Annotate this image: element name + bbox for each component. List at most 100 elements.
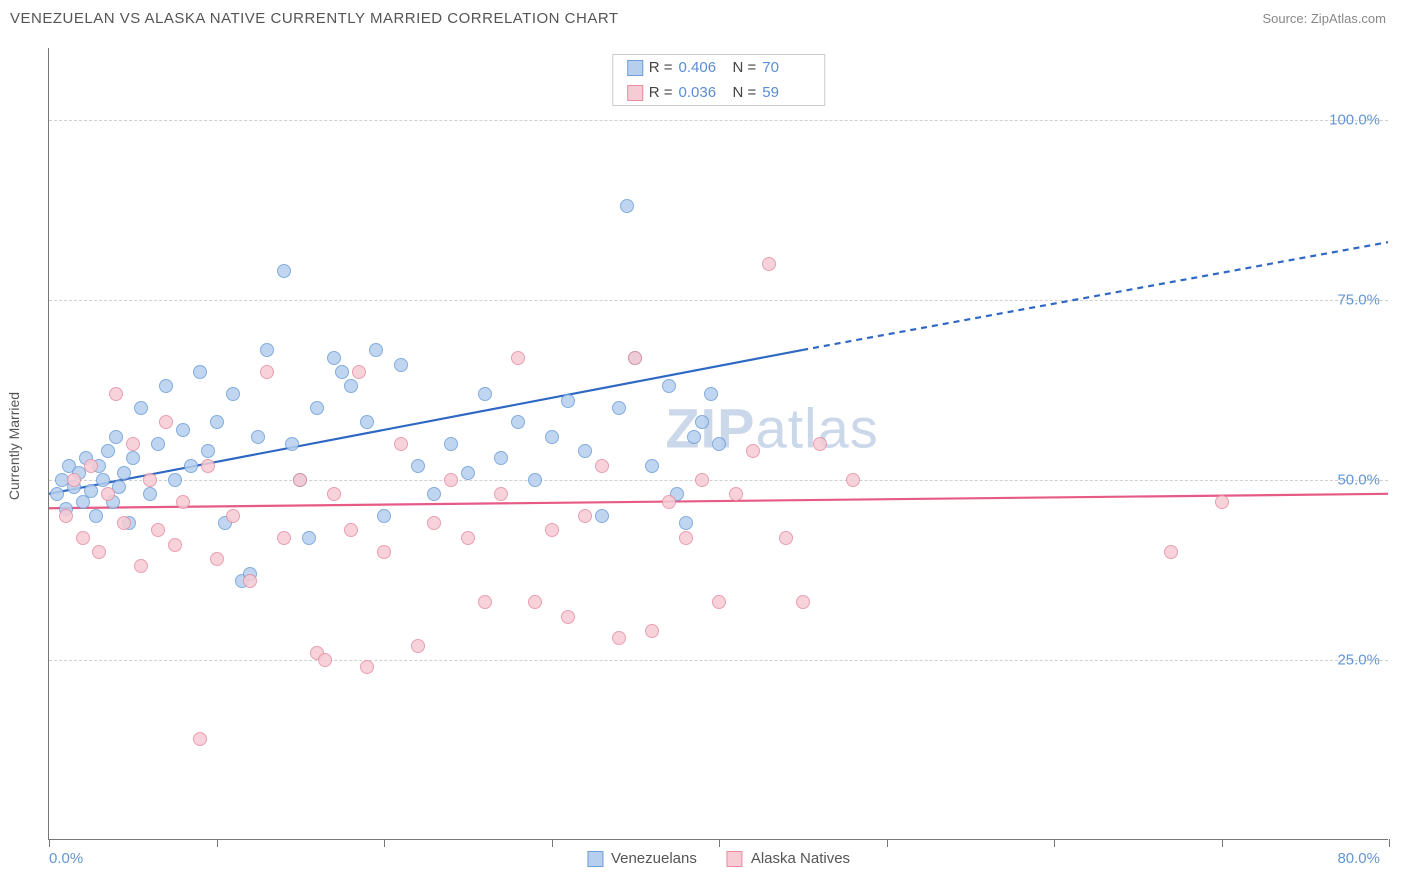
data-point xyxy=(260,343,274,357)
data-point xyxy=(92,545,106,559)
data-point xyxy=(327,351,341,365)
data-point xyxy=(695,415,709,429)
source-attribution: Source: ZipAtlas.com xyxy=(1262,11,1386,26)
data-point xyxy=(369,343,383,357)
data-point xyxy=(96,473,110,487)
data-point xyxy=(511,351,525,365)
data-point xyxy=(143,487,157,501)
data-point xyxy=(411,639,425,653)
data-point xyxy=(176,495,190,509)
data-point xyxy=(210,415,224,429)
data-point xyxy=(478,387,492,401)
r-label: R = xyxy=(649,84,673,101)
legend-series-label: Alaska Natives xyxy=(751,850,850,867)
data-point xyxy=(394,358,408,372)
legend-swatch xyxy=(627,85,643,101)
data-point xyxy=(712,437,726,451)
x-axis-max-label: 80.0% xyxy=(1337,850,1380,867)
data-point xyxy=(444,473,458,487)
data-point xyxy=(251,430,265,444)
y-tick-label: 100.0% xyxy=(1329,112,1380,129)
x-tick-mark xyxy=(1222,839,1223,847)
data-point xyxy=(612,631,626,645)
data-point xyxy=(427,516,441,530)
data-point xyxy=(117,466,131,480)
y-axis-label: Currently Married xyxy=(6,392,22,500)
data-point xyxy=(578,444,592,458)
data-point xyxy=(318,653,332,667)
data-point xyxy=(695,473,709,487)
data-point xyxy=(645,459,659,473)
data-point xyxy=(168,538,182,552)
data-point xyxy=(285,437,299,451)
data-point xyxy=(779,531,793,545)
chart-plot-area: ZIPatlas R =0.406N =70R =0.036N =59 Vene… xyxy=(48,48,1388,840)
data-point xyxy=(126,437,140,451)
x-tick-mark xyxy=(1389,839,1390,847)
data-point xyxy=(411,459,425,473)
data-point xyxy=(511,415,525,429)
y-tick-label: 25.0% xyxy=(1337,652,1380,669)
gridline xyxy=(49,300,1388,301)
legend-series-item: Venezuelans xyxy=(587,850,697,867)
series-legend: Venezuelans Alaska Natives xyxy=(587,850,850,867)
data-point xyxy=(134,559,148,573)
data-point xyxy=(89,509,103,523)
x-tick-mark xyxy=(384,839,385,847)
data-point xyxy=(561,610,575,624)
n-value: 70 xyxy=(762,59,810,76)
x-tick-mark xyxy=(887,839,888,847)
legend-swatch xyxy=(627,60,643,76)
data-point xyxy=(243,574,257,588)
x-tick-mark xyxy=(217,839,218,847)
data-point xyxy=(762,257,776,271)
data-point xyxy=(168,473,182,487)
y-tick-label: 50.0% xyxy=(1337,472,1380,489)
data-point xyxy=(101,444,115,458)
legend-series-label: Venezuelans xyxy=(611,850,697,867)
trendline-solid xyxy=(49,494,1388,508)
data-point xyxy=(595,459,609,473)
data-point xyxy=(201,444,215,458)
data-point xyxy=(151,437,165,451)
data-point xyxy=(494,451,508,465)
r-label: R = xyxy=(649,59,673,76)
n-label: N = xyxy=(733,84,757,101)
data-point xyxy=(360,415,374,429)
data-point xyxy=(394,437,408,451)
legend-swatch xyxy=(727,851,743,867)
data-point xyxy=(344,379,358,393)
data-point xyxy=(645,624,659,638)
data-point xyxy=(746,444,760,458)
x-axis-min-label: 0.0% xyxy=(49,850,83,867)
data-point xyxy=(176,423,190,437)
data-point xyxy=(595,509,609,523)
data-point xyxy=(461,466,475,480)
data-point xyxy=(545,523,559,537)
legend-stat-row: R =0.036N =59 xyxy=(613,80,825,105)
legend-stat-row: R = 0.406 N = 70 xyxy=(613,55,825,80)
data-point xyxy=(352,365,366,379)
r-value: 0.406 xyxy=(679,59,727,76)
data-point xyxy=(310,401,324,415)
n-label: N = xyxy=(733,59,757,76)
data-point xyxy=(143,473,157,487)
data-point xyxy=(796,595,810,609)
data-point xyxy=(545,430,559,444)
data-point xyxy=(729,487,743,501)
data-point xyxy=(478,595,492,609)
data-point xyxy=(126,451,140,465)
data-point xyxy=(1164,545,1178,559)
y-tick-label: 75.0% xyxy=(1337,292,1380,309)
data-point xyxy=(335,365,349,379)
legend-series-item: Alaska Natives xyxy=(727,850,850,867)
data-point xyxy=(327,487,341,501)
data-point xyxy=(184,459,198,473)
data-point xyxy=(444,437,458,451)
data-point xyxy=(59,509,73,523)
data-point xyxy=(578,509,592,523)
data-point xyxy=(704,387,718,401)
data-point xyxy=(628,351,642,365)
data-point xyxy=(293,473,307,487)
data-point xyxy=(109,387,123,401)
